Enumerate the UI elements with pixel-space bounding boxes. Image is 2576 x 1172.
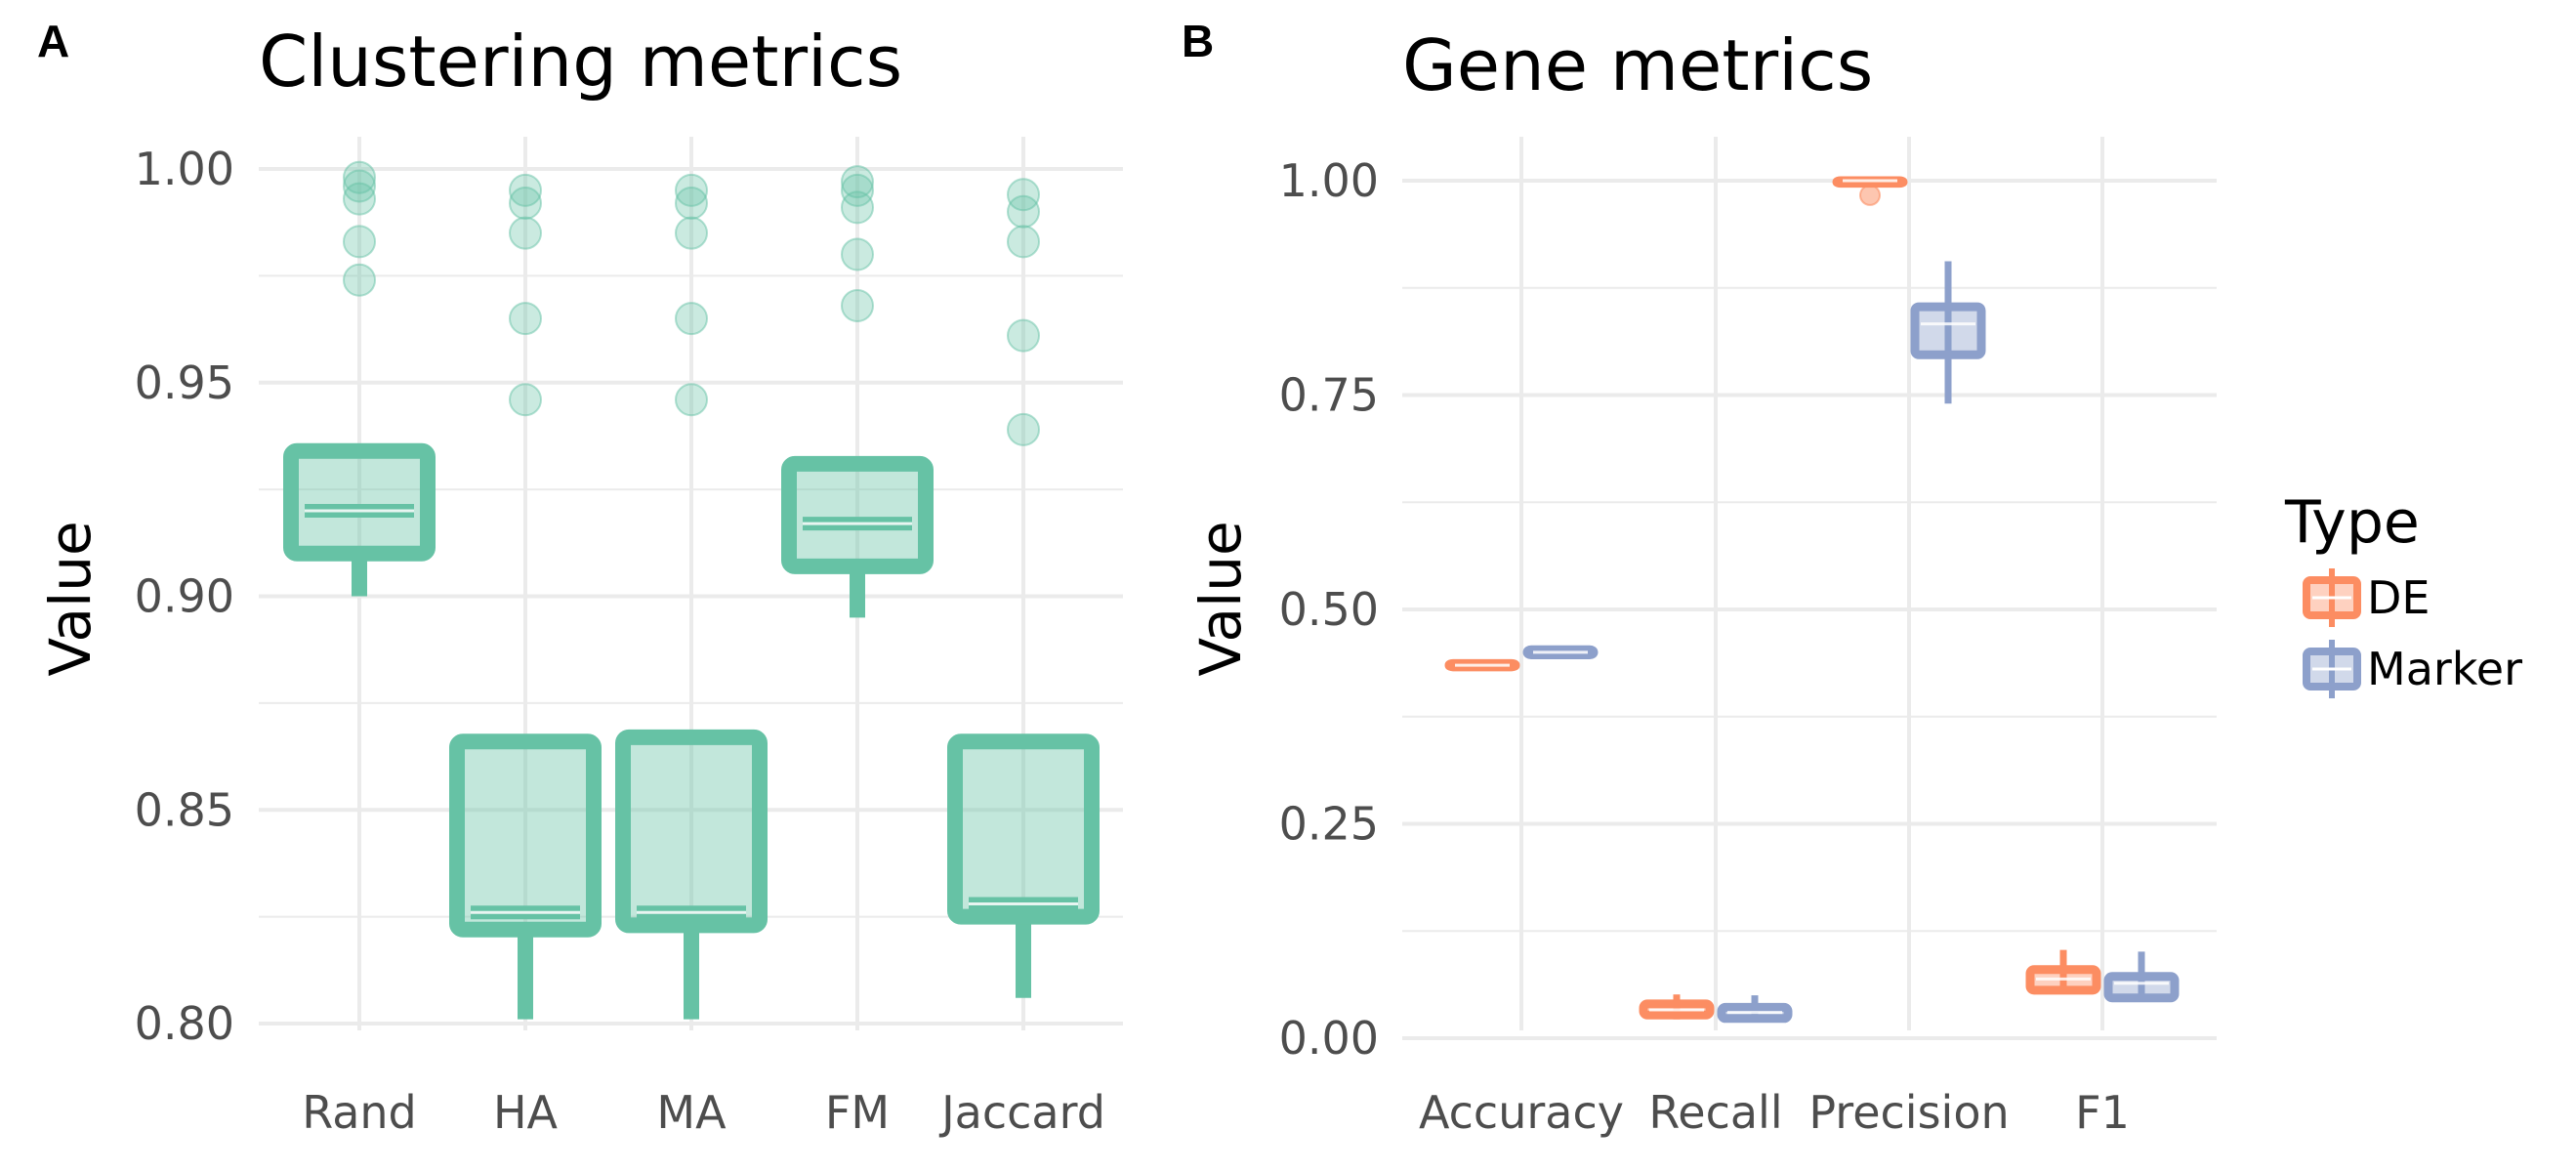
x-tick-label: Rand <box>302 1086 417 1139</box>
outlier-point <box>675 383 708 417</box>
outlier-point <box>509 216 542 250</box>
panel-b-y-axis-title: Value <box>1187 521 1254 676</box>
legend-item-de: DE <box>2303 568 2431 627</box>
outlier-point <box>343 225 376 259</box>
box-de-f1 <box>2025 949 2101 995</box>
outlier-point <box>1007 225 1040 259</box>
box-rand <box>283 160 436 597</box>
box-marker-precision <box>1910 261 1986 404</box>
y-tick-label: 0.90 <box>135 570 234 623</box>
box-de-recall <box>1639 994 1715 1020</box>
box-ha <box>449 173 602 1020</box>
x-tick-label: Accuracy <box>1419 1086 1624 1139</box>
legend-title: Type <box>2284 488 2420 557</box>
x-tick-label: Precision <box>1808 1086 2009 1139</box>
outlier-point <box>1859 184 1881 206</box>
outlier-point <box>841 289 874 322</box>
outlier-point <box>509 187 542 220</box>
box-marker-f1 <box>2103 951 2180 1003</box>
x-tick-label: Recall <box>1648 1086 1782 1139</box>
y-tick-label: 0.50 <box>1279 583 1379 636</box>
x-tick-label: FM <box>825 1086 890 1139</box>
box-marker-recall <box>1717 995 1793 1024</box>
x-tick-label: Jaccard <box>938 1086 1105 1139</box>
box-jaccard <box>947 178 1100 998</box>
y-tick-label: 0.85 <box>135 783 234 836</box>
panel-b-gridlines <box>1402 137 2217 1040</box>
outlier-point <box>509 383 542 417</box>
outlier-point <box>343 263 376 297</box>
outlier-point <box>675 173 708 207</box>
legend-items: DE Marker <box>2303 568 2522 698</box>
outlier-point <box>343 169 376 203</box>
legend: Type DE Marker <box>2284 488 2522 698</box>
outlier-point <box>1007 178 1040 212</box>
y-tick-label: 0.25 <box>1279 798 1379 851</box>
box-de-precision <box>1832 176 1908 206</box>
outlier-point <box>675 187 708 220</box>
x-tick-label: HA <box>493 1086 559 1139</box>
panel-b-label: B <box>1182 16 1214 66</box>
outlier-point <box>675 216 708 250</box>
box-fm <box>781 165 934 618</box>
y-tick-label: 0.75 <box>1279 369 1379 422</box>
panel-b: B Gene metrics Value 0.00 0.25 0.50 0.75 1.0… <box>1182 16 2217 1139</box>
legend-label: Marker <box>2367 643 2522 695</box>
box-body <box>781 455 934 574</box>
box-de-accuracy <box>1444 658 1520 672</box>
panel-a-x-ticks: Rand HA MA FM Jaccard <box>302 1086 1105 1139</box>
x-tick-label: F1 <box>2075 1086 2130 1139</box>
outlier-point <box>509 302 542 336</box>
panel-a-title: Clustering metrics <box>259 21 902 103</box>
outlier-point <box>1007 412 1040 446</box>
outlier-point <box>509 173 542 207</box>
box-ma <box>615 173 768 1020</box>
y-tick-label: 0.00 <box>1279 1012 1379 1065</box>
outlier-point <box>841 173 874 207</box>
box-body <box>449 733 602 938</box>
panel-b-boxes <box>1444 176 2180 1024</box>
y-tick-label: 0.95 <box>135 356 234 409</box>
panel-a-boxes <box>283 160 1100 1020</box>
box-body <box>615 729 768 934</box>
outlier-point <box>343 160 376 194</box>
outlier-point <box>841 190 874 225</box>
panel-a: A Clustering metrics Value 0.800.850.900… <box>37 16 1123 1139</box>
box-marker-accuracy <box>1522 645 1599 660</box>
legend-item-marker: Marker <box>2303 640 2522 698</box>
panel-b-x-ticks: Accuracy Recall Precision F1 <box>1419 1086 2130 1139</box>
box-body <box>1910 302 1986 359</box>
y-tick-label: 1.00 <box>1279 154 1379 207</box>
box-body <box>283 442 436 562</box>
outlier-point <box>1007 194 1040 229</box>
panel-a-y-axis-title: Value <box>37 521 104 676</box>
y-tick-label: 0.80 <box>135 997 234 1050</box>
panel-b-y-ticks: 0.00 0.25 0.50 0.75 1.00 <box>1279 154 1379 1065</box>
outlier-point <box>1007 318 1040 353</box>
box-body <box>2103 972 2180 1003</box>
outlier-point <box>841 165 874 199</box>
legend-label: DE <box>2367 571 2431 624</box>
panel-a-label: A <box>37 16 69 66</box>
box-body <box>947 733 1100 925</box>
panel-a-y-ticks: 0.80 0.85 0.90 0.95 1.00 <box>135 143 234 1050</box>
y-tick-label: 1.00 <box>135 143 234 195</box>
outlier-point <box>841 237 874 272</box>
outlier-point <box>675 302 708 336</box>
x-tick-label: MA <box>656 1086 727 1139</box>
panel-b-title: Gene metrics <box>1402 24 1873 106</box>
